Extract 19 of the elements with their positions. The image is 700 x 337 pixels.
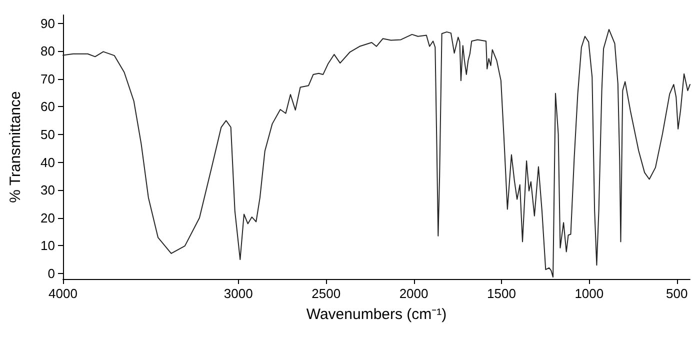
y-tick-label: 50 [40, 126, 55, 142]
y-axis-title: % Transmittance [7, 91, 24, 203]
x-tick-label: 2500 [312, 286, 341, 301]
x-tick-label: 3000 [224, 286, 253, 301]
y-tick-label: 30 [40, 182, 55, 198]
x-tick-label: 4000 [48, 286, 78, 301]
x-tick-label: 2000 [399, 286, 428, 301]
x-axis-title: Wavenumbers (cm⁻¹) [306, 306, 447, 323]
y-tick-label: 90 [40, 16, 55, 31]
y-tick-label: 10 [40, 238, 55, 254]
y-tick-label: 0 [48, 266, 55, 281]
y-tick-label: 20 [40, 210, 55, 226]
x-tick-label: 1500 [487, 286, 516, 301]
y-tick-label: 70 [40, 71, 55, 86]
y-tick-label: 40 [40, 154, 55, 170]
x-tick-label: 500 [666, 286, 688, 301]
y-tick-label: 80 [40, 44, 55, 59]
y-tick-label: 60 [40, 99, 55, 114]
x-tick-label: 1000 [574, 286, 604, 301]
